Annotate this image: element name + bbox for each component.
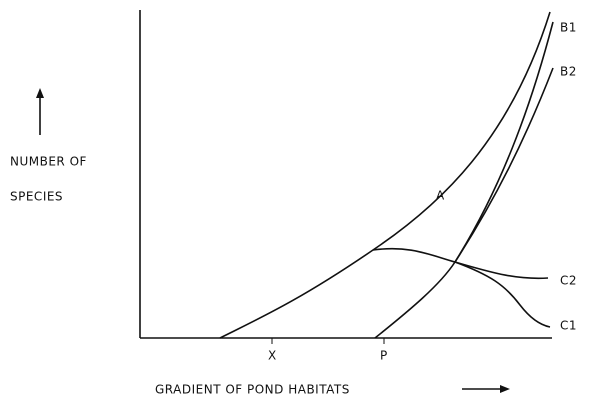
x-marker: X bbox=[268, 349, 277, 363]
right-arrow-head bbox=[500, 385, 510, 393]
curve-label: C1 bbox=[560, 319, 577, 333]
x-axis-label: GRADIENT OF POND HABITATS bbox=[155, 383, 350, 397]
curve-c1 bbox=[454, 261, 551, 328]
x-marker: P bbox=[380, 349, 388, 363]
y-axis-label: NUMBER OF bbox=[10, 155, 87, 169]
curve-b1 bbox=[374, 21, 554, 339]
curve-label: A bbox=[436, 189, 445, 203]
curve-label: B2 bbox=[560, 65, 577, 79]
y-axis-label: SPECIES bbox=[10, 190, 63, 204]
curve-a bbox=[219, 11, 551, 339]
curve-b2 bbox=[454, 67, 554, 263]
curve-label: B1 bbox=[560, 21, 577, 35]
up-arrow-head bbox=[36, 88, 44, 98]
curve-label: C2 bbox=[560, 274, 577, 288]
